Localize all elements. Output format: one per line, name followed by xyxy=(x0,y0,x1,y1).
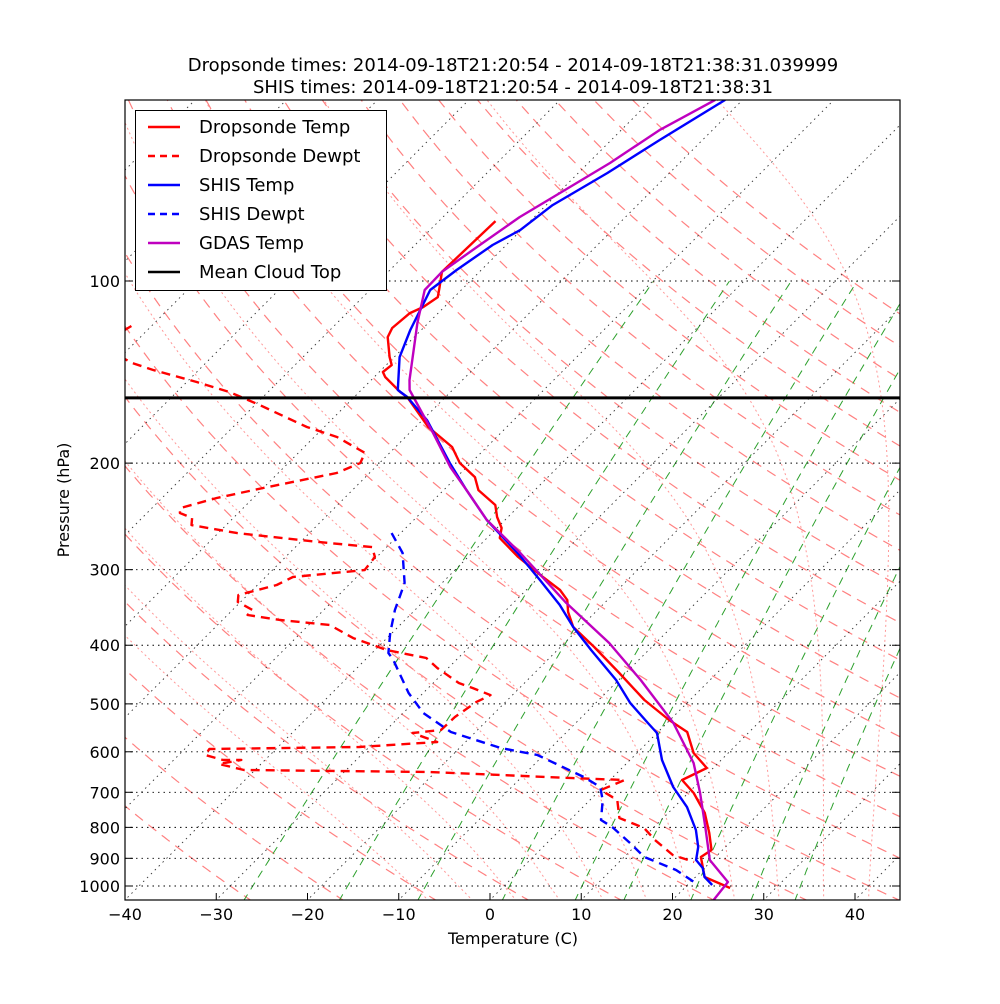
moist-adiabat xyxy=(466,71,824,901)
mixing-ratio-line xyxy=(575,281,914,901)
x-tick-label: 30 xyxy=(754,905,774,924)
dry-adiabat xyxy=(417,71,1000,901)
mixing-ratio-line xyxy=(751,281,1000,901)
isotherm xyxy=(671,71,1000,901)
isotherm xyxy=(306,71,1000,901)
series-line-shis-dewpt xyxy=(388,533,694,882)
mixing-ratio-line xyxy=(243,281,653,901)
moist-adiabat xyxy=(691,71,889,901)
x-axis-label: Temperature (C) xyxy=(447,929,578,948)
x-tick-label: 40 xyxy=(845,905,865,924)
y-tick-label: 100 xyxy=(89,272,120,291)
legend-label: GDAS Temp xyxy=(199,233,304,254)
legend-label: Dropsonde Dewpt xyxy=(199,146,360,167)
x-tick-label: 20 xyxy=(662,905,682,924)
dry-adiabat xyxy=(342,71,1000,901)
y-tick-label: 600 xyxy=(89,743,120,762)
y-tick-label: 700 xyxy=(89,783,120,802)
moist-adiabat xyxy=(914,71,989,901)
mixing-ratio-line xyxy=(690,281,1000,901)
y-tick-label: 200 xyxy=(89,454,120,473)
dry-adiabat xyxy=(530,71,1000,901)
y-axis-ticks: 100 200 300 400 500 600 700 800 900 1000 xyxy=(79,272,900,896)
dry-adiabat xyxy=(567,71,1000,901)
y-tick-label: 1000 xyxy=(79,877,120,896)
x-tick-label: −30 xyxy=(199,905,233,924)
isotherm xyxy=(580,71,1000,901)
legend-label: SHIS Dewpt xyxy=(199,204,305,225)
y-tick-label: 400 xyxy=(89,636,120,655)
x-tick-label: 0 xyxy=(485,905,495,924)
x-tick-label: −40 xyxy=(108,905,142,924)
y-tick-label: 300 xyxy=(89,561,120,580)
x-tick-label: 10 xyxy=(571,905,591,924)
y-tick-label: 800 xyxy=(89,818,120,837)
isotherm xyxy=(489,71,1000,901)
chart-title-line-1: Dropsonde times: 2014-09-18T21:20:54 - 2… xyxy=(188,55,838,76)
legend-label: Mean Cloud Top xyxy=(199,262,341,283)
series-line-gdas-temp xyxy=(410,100,728,900)
y-tick-label: 900 xyxy=(89,849,120,868)
legend-label: Dropsonde Temp xyxy=(199,117,350,138)
legend: Dropsonde Temp Dropsonde Dewpt SHIS Temp SH… xyxy=(136,111,387,291)
dry-adiabat xyxy=(304,71,1000,901)
x-tick-label: −20 xyxy=(291,905,325,924)
y-axis-label: Pressure (hPa) xyxy=(54,443,73,558)
x-tick-label: −10 xyxy=(382,905,416,924)
dry-adiabat xyxy=(605,71,1000,901)
chart-title-line-2: SHIS times: 2014-09-18T21:20:54 - 2014-0… xyxy=(253,77,773,98)
series-line-dropsonde-temp xyxy=(383,221,730,888)
mixing-ratio-line xyxy=(623,281,951,901)
y-tick-label: 500 xyxy=(89,695,120,714)
isotherm xyxy=(854,71,1000,901)
legend-label: SHIS Temp xyxy=(199,175,294,196)
